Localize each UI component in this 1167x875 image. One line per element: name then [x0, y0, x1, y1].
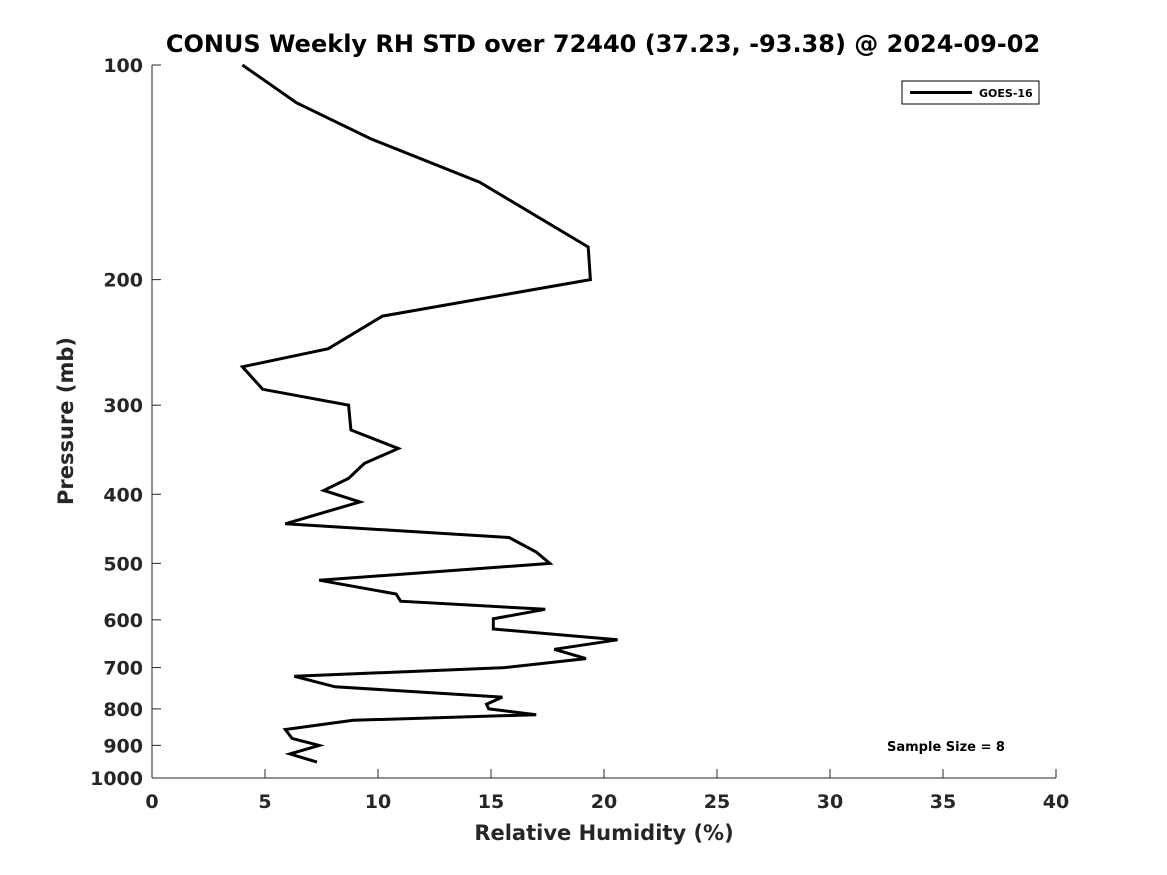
- y-tick-label: 700: [103, 658, 143, 680]
- x-tick-label: 35: [930, 791, 956, 813]
- legend: GOES-16: [901, 80, 1040, 105]
- y-axis-label: Pressure (mb): [54, 337, 78, 505]
- y-tick-label: 600: [103, 610, 143, 632]
- y-tick-label: 300: [103, 395, 143, 417]
- y-tick-label: 500: [103, 553, 143, 575]
- series-line-goes-16: [239, 63, 618, 764]
- y-tick-label: 800: [103, 699, 143, 721]
- axes: 0 5 10 15 20 25 30 35 40 100 200 300 400 500 600 700 800…: [90, 55, 1069, 813]
- y-tick-label: 100: [103, 55, 143, 77]
- x-tick-label: 5: [258, 791, 271, 813]
- y-tick-label: 900: [103, 735, 143, 757]
- x-tick-label: 0: [145, 791, 158, 813]
- y-tick-label: 400: [103, 484, 143, 506]
- x-tick-label: 15: [478, 791, 504, 813]
- x-axis-label: Relative Humidity (%): [474, 821, 733, 845]
- chart-title: CONUS Weekly RH STD over 72440 (37.23, -…: [166, 30, 1040, 58]
- x-tick-label: 40: [1043, 791, 1069, 813]
- legend-entry: GOES-16: [979, 87, 1033, 100]
- y-tick-label: 1000: [90, 768, 143, 790]
- x-tick-label: 30: [817, 791, 843, 813]
- x-tick-label: 25: [704, 791, 730, 813]
- y-tick-label: 200: [103, 270, 143, 292]
- sample-size-annotation: Sample Size = 8: [887, 740, 1005, 755]
- x-tick-label: 20: [591, 791, 617, 813]
- x-tick-label: 10: [365, 791, 391, 813]
- plot-area: [239, 63, 618, 764]
